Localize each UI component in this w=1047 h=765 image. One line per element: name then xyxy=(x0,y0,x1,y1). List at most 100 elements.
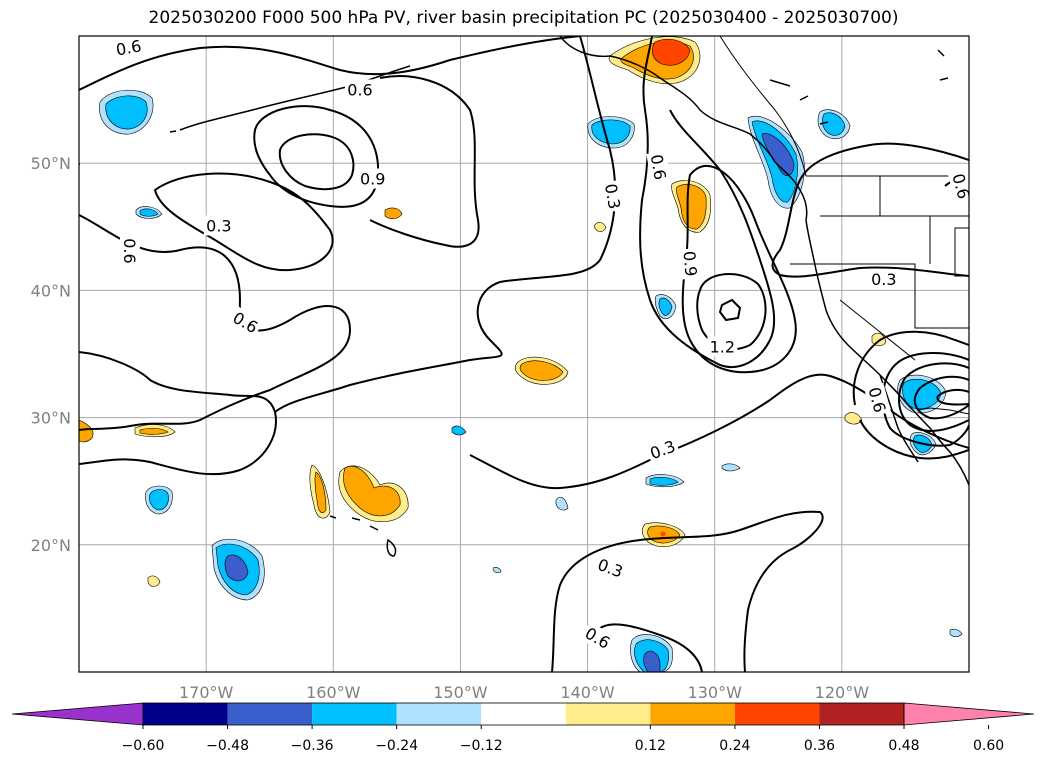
border-us-mexico xyxy=(917,407,969,415)
precip-positive-patch xyxy=(676,184,707,230)
contour-label-bg xyxy=(868,268,899,289)
pv-contour xyxy=(369,219,446,246)
coastline-baja xyxy=(879,374,919,463)
contour-label-text: 0.6 xyxy=(120,238,139,263)
contour-label: 0.6 xyxy=(112,34,146,60)
contour-label: 1.2 xyxy=(707,336,738,357)
border-state-2 xyxy=(790,263,969,329)
lat-tick-label: 30°N xyxy=(31,409,71,428)
colorbar-segment xyxy=(565,703,651,725)
political-borders xyxy=(719,36,969,415)
precip-negative-patch xyxy=(658,297,673,316)
contour-label-text: 1.2 xyxy=(710,337,735,356)
pv-contour xyxy=(718,298,742,322)
colorbar-segment xyxy=(143,703,228,725)
colorbar-tick-label: −0.24 xyxy=(375,738,418,754)
pv-contour xyxy=(79,36,581,91)
pv-contour xyxy=(79,214,352,431)
contour-label-bg xyxy=(863,382,891,417)
precip-negative-patch xyxy=(105,95,148,130)
lon-tick-label: 160°W xyxy=(306,683,361,702)
contour-label: 0.6 xyxy=(227,306,264,339)
precip-negative-patch xyxy=(139,208,159,217)
pv-contour xyxy=(79,351,277,476)
contour-label: 0.3 xyxy=(868,268,899,289)
border-state-4 xyxy=(879,176,969,277)
precip-positive-patch xyxy=(593,222,607,232)
border-alaska-canada xyxy=(719,36,807,177)
contour-label-text: 0.3 xyxy=(871,270,896,289)
colorbar-segment xyxy=(819,703,904,725)
pv-contour xyxy=(859,419,969,460)
precip-negative-patch xyxy=(902,378,942,410)
contour-label-bg xyxy=(679,247,702,280)
colorbar-segment xyxy=(650,703,735,725)
contour-label-bg xyxy=(600,179,626,213)
precip-positive-patch xyxy=(147,575,161,587)
contour-label-bg xyxy=(344,79,375,100)
colorbar-extend-max xyxy=(903,702,1035,726)
lon-tick-label: 150°W xyxy=(433,683,488,702)
coastline-alaska xyxy=(559,36,808,221)
pv-contour xyxy=(253,105,380,208)
contour-label-text: 0.9 xyxy=(360,169,385,188)
contour-label-bg xyxy=(592,553,628,583)
contour-label: 0.9 xyxy=(357,168,388,189)
precip-negative-patch xyxy=(149,489,169,511)
pv-contour xyxy=(852,330,969,406)
precip-positive-patch xyxy=(343,466,401,517)
contour-label-bg xyxy=(203,215,234,236)
colorbar-segment xyxy=(734,703,820,725)
pv-contour xyxy=(882,352,969,447)
contour-labels: 0.60.60.90.30.60.60.30.60.91.20.30.60.60… xyxy=(112,34,975,654)
precip-positive-patch xyxy=(844,412,863,425)
precip-negative-patch xyxy=(591,119,631,145)
hawaii xyxy=(329,515,397,557)
latitude-tick-labels: 20°N 30°N 40°N 50°N xyxy=(31,154,71,555)
precip-negative-patch xyxy=(224,554,249,582)
contour-label-bg xyxy=(645,434,681,464)
colorbar-segment xyxy=(227,703,313,725)
aleutians xyxy=(179,65,411,131)
lat-tick-label: 20°N xyxy=(31,536,71,555)
lat-tick-label: 40°N xyxy=(31,281,71,300)
precip-negative-patch xyxy=(643,650,661,672)
contour-label-text: 0.6 xyxy=(114,36,142,59)
colorbar-tick-label: −0.48 xyxy=(206,738,249,754)
colorbar-tick-label: 0.60 xyxy=(973,738,1004,754)
coastlines xyxy=(169,36,969,557)
aleutians-2 xyxy=(169,130,177,133)
contour-label-bg xyxy=(579,621,616,654)
pv-contour xyxy=(278,133,355,191)
lon-tick-label: 170°W xyxy=(179,683,234,702)
contour-label-bg xyxy=(227,306,264,339)
contour-label-text: 0.9 xyxy=(679,250,700,277)
contour-label-bg xyxy=(707,336,738,357)
contour-label-text: 0.6 xyxy=(347,80,372,99)
precip-negative-patch xyxy=(555,496,569,511)
colorbar-segment xyxy=(481,703,566,725)
pv-contour xyxy=(936,388,969,406)
precip-negative-patch xyxy=(451,425,467,436)
lat-tick-label: 50°N xyxy=(31,154,71,173)
contour-label-bg xyxy=(119,235,140,266)
precip-positive-patch xyxy=(384,207,403,220)
precip-positive-patch xyxy=(139,427,169,435)
colorbar-tick-label: −0.60 xyxy=(122,738,165,754)
contour-label-text: 0.3 xyxy=(206,217,231,236)
colorbar-tick-label: 0.36 xyxy=(804,738,835,754)
contour-label-text: 0.6 xyxy=(647,153,670,181)
pv-contour xyxy=(898,362,969,432)
colorbar-tick-label: −0.36 xyxy=(291,738,334,754)
contour-label-text: 0.3 xyxy=(601,182,624,210)
pv-contour xyxy=(771,142,969,278)
lon-tick-label: 130°W xyxy=(688,683,743,702)
alaska-islands xyxy=(769,49,949,125)
precip-positive-patch xyxy=(79,419,94,443)
contour-label: 0.6 xyxy=(646,150,672,184)
colorbar: −0.60 −0.48 −0.36 −0.24 −0.12 0.12 0.24 0.36 0.4… xyxy=(11,702,1035,754)
pv-contour xyxy=(379,75,480,248)
contour-label-bg xyxy=(646,150,672,184)
contour-label: 0.3 xyxy=(600,179,626,213)
